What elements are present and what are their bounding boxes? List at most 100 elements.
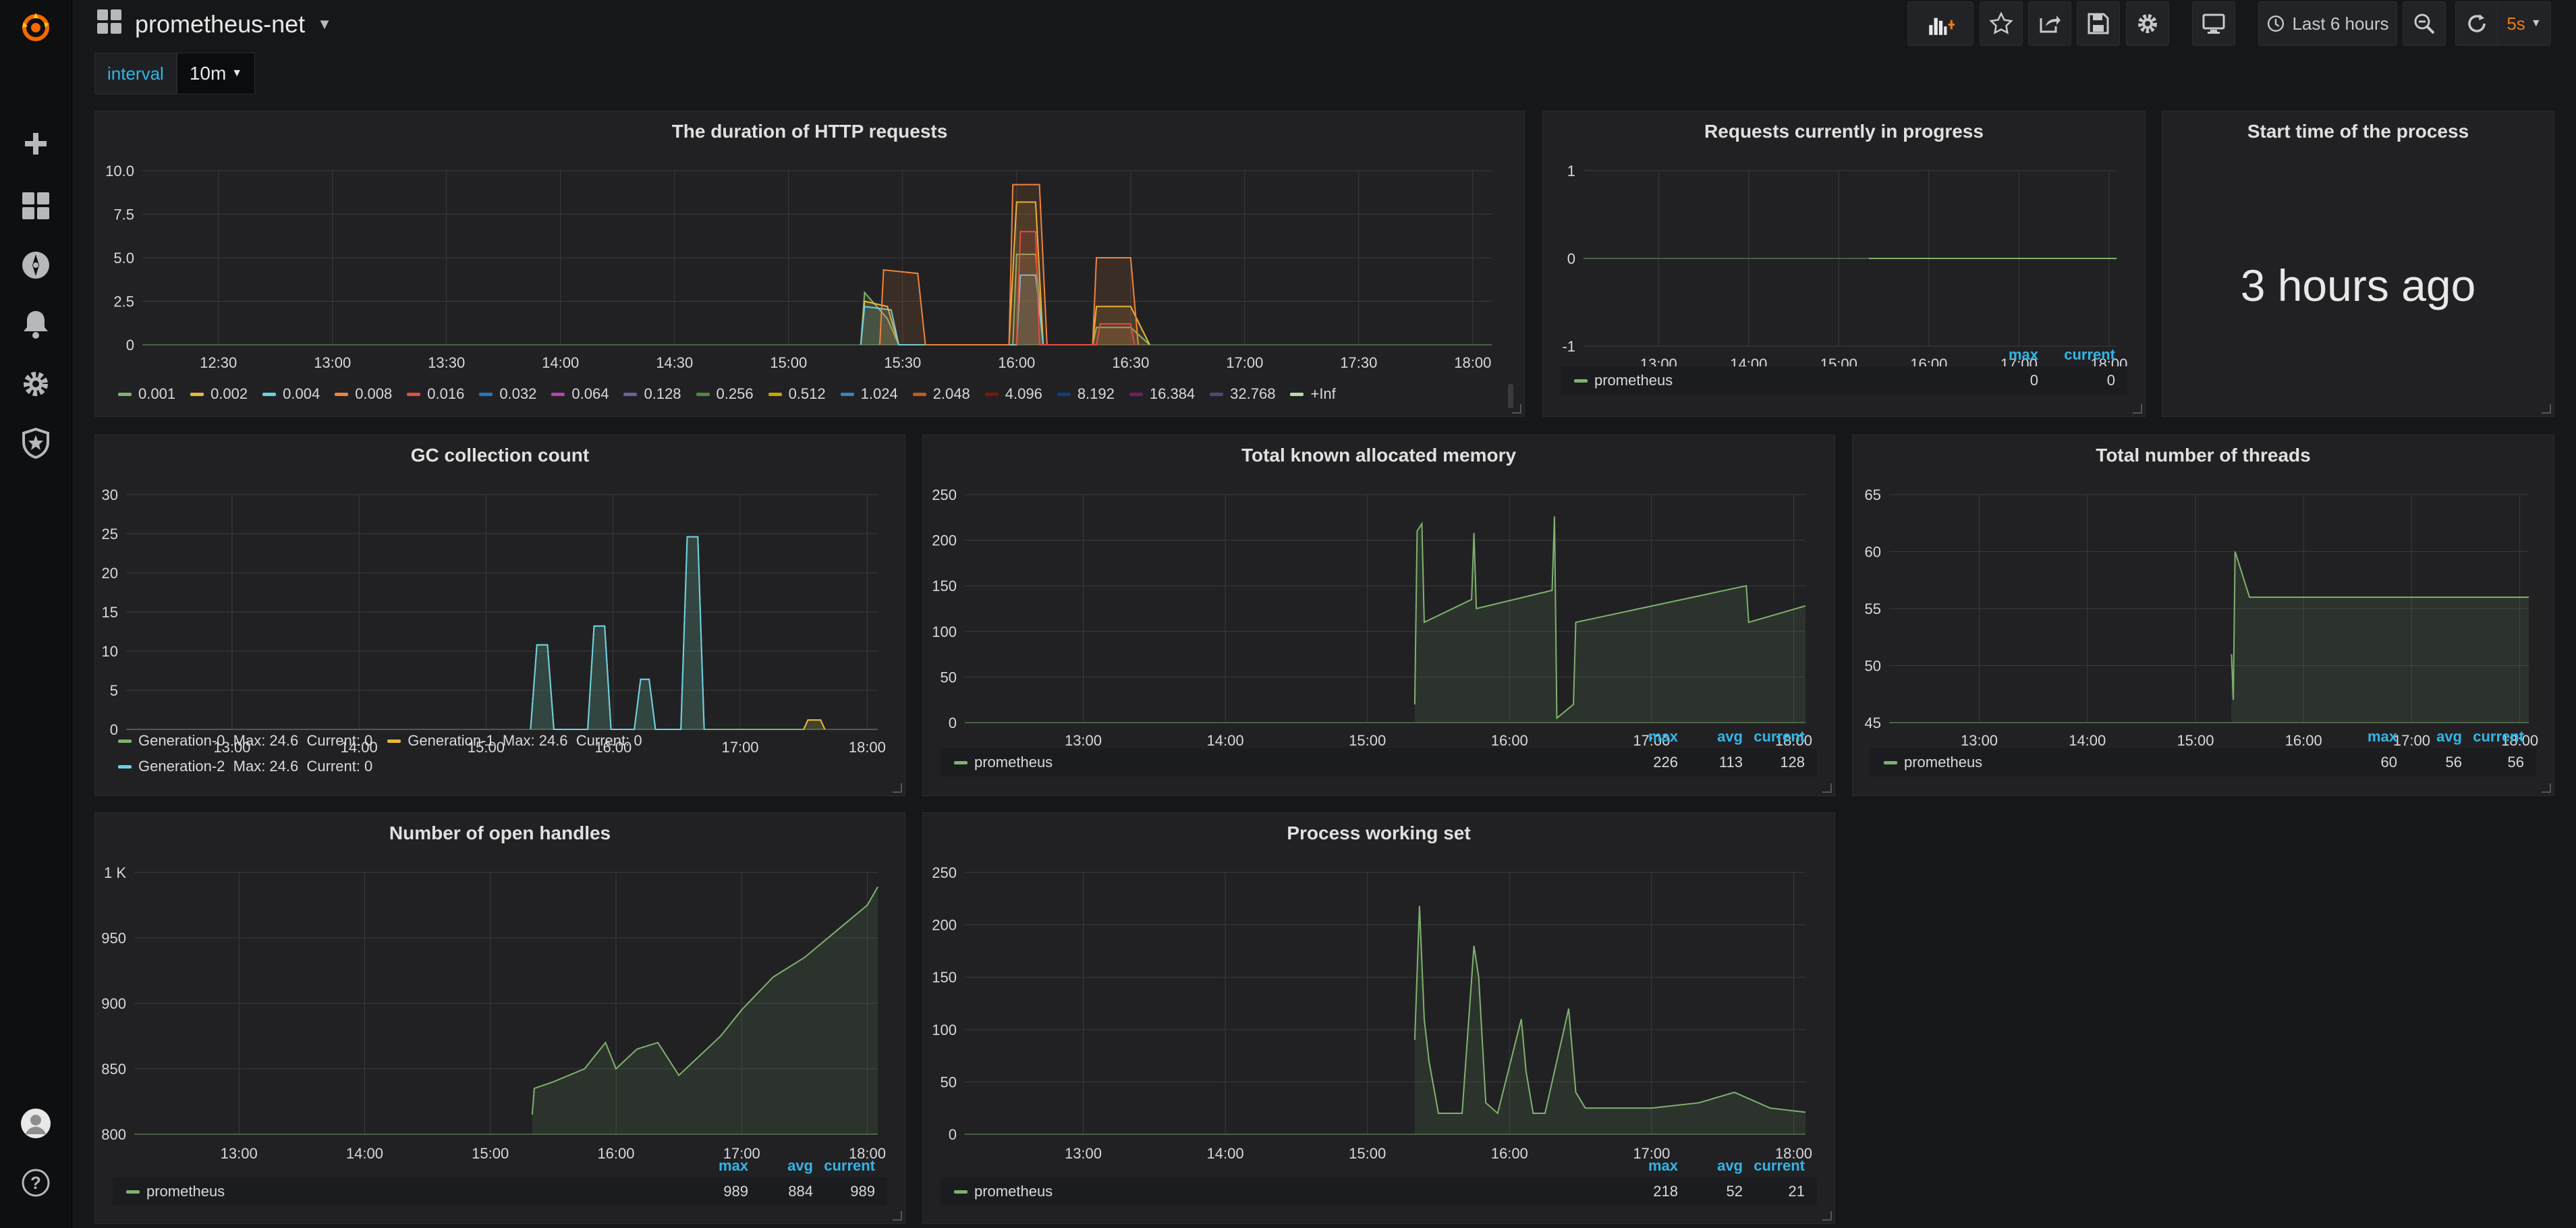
- configuration-gear-icon[interactable]: [15, 363, 57, 405]
- series-color-swatch[interactable]: [1574, 379, 1588, 383]
- cycle-view-mode-button[interactable]: [2192, 1, 2235, 46]
- panel-resize-handle[interactable]: [1822, 783, 1832, 793]
- legend-series-row[interactable]: prometheus 989 884 989: [113, 1177, 887, 1206]
- series-color-swatch[interactable]: [551, 392, 565, 396]
- panel-resize-handle[interactable]: [1512, 404, 1521, 414]
- series-color-swatch[interactable]: [954, 1190, 968, 1194]
- series-line-prometheus[interactable]: [1413, 516, 1806, 720]
- save-dashboard-button[interactable]: [2077, 1, 2120, 46]
- series-line-Generation-1[interactable]: [803, 719, 826, 730]
- series-line-prometheus[interactable]: [2231, 551, 2529, 700]
- series-line-prometheus[interactable]: [1413, 905, 1806, 1115]
- series-color-swatch[interactable]: [1290, 392, 1304, 396]
- series-color-swatch[interactable]: [1210, 392, 1224, 396]
- legend-item[interactable]: 1.024: [840, 385, 898, 403]
- legend-header-avg[interactable]: avg: [1717, 728, 1743, 745]
- legend-header-avg[interactable]: avg: [787, 1157, 813, 1174]
- series-color-swatch[interactable]: [118, 739, 132, 743]
- server-admin-shield-icon[interactable]: [15, 422, 57, 464]
- panel-gc-count[interactable]: GC collection count 0 5 10 15 20 25 30 13:00 14:…: [94, 435, 905, 796]
- panel-title[interactable]: Requests currently in progress: [1704, 121, 1984, 142]
- panel-resize-handle[interactable]: [2542, 783, 2551, 793]
- add-panel-button[interactable]: [1907, 1, 1973, 46]
- series-color-swatch[interactable]: [1129, 392, 1143, 396]
- series-color-swatch[interactable]: [387, 739, 401, 743]
- user-avatar-icon[interactable]: [15, 1103, 57, 1144]
- legend-item[interactable]: 0.128: [623, 385, 681, 403]
- panel-http-duration[interactable]: The duration of HTTP requests 0 2.5 5.0 7.5…: [94, 111, 1525, 417]
- series-line-0.001[interactable]: [860, 253, 1150, 345]
- series-line-Generation-2[interactable]: [530, 536, 705, 730]
- legend-header-max[interactable]: max: [718, 1157, 748, 1174]
- legend-item[interactable]: 0.008: [335, 385, 392, 403]
- series-color-swatch[interactable]: [1057, 392, 1071, 396]
- legend-item[interactable]: 8.192: [1057, 385, 1115, 403]
- share-dashboard-button[interactable]: [2028, 1, 2071, 46]
- legend-scrollbar[interactable]: [1508, 384, 1513, 408]
- legend-header-current[interactable]: current: [2473, 728, 2524, 745]
- series-color-swatch[interactable]: [912, 392, 926, 396]
- series-color-swatch[interactable]: [118, 392, 132, 396]
- dashboards-icon[interactable]: [15, 185, 57, 227]
- panel-threads[interactable]: Total number of threads 45 50 55 60 65 13:00 1…: [1852, 435, 2554, 796]
- panel-resize-handle[interactable]: [1822, 1211, 1832, 1221]
- legend-item[interactable]: +Inf: [1290, 385, 1336, 403]
- series-line-0.016[interactable]: [1015, 231, 1136, 345]
- alloc-memory-chart[interactable]: 0 50 100 150 200 250 13:00 14:00 15:00 16:00 17:00…: [923, 469, 1836, 759]
- series-color-swatch[interactable]: [696, 392, 710, 396]
- series-color-swatch[interactable]: [407, 392, 421, 396]
- legend-header-max[interactable]: max: [1648, 728, 1678, 745]
- panel-resize-handle[interactable]: [893, 783, 902, 793]
- panel-resize-handle[interactable]: [2542, 404, 2551, 414]
- legend-item-generation-1[interactable]: Generation-1 Max: 24.6 Current: 0: [387, 732, 642, 750]
- create-plus-icon[interactable]: [15, 123, 57, 165]
- panel-title[interactable]: Total number of threads: [2096, 445, 2311, 466]
- series-color-swatch[interactable]: [335, 392, 349, 396]
- legend-item-generation-0[interactable]: Generation-0 Max: 24.6 Current: 0: [118, 732, 372, 750]
- series-line-0.002[interactable]: [860, 201, 1150, 345]
- series-color-swatch[interactable]: [768, 392, 782, 396]
- legend-header-max[interactable]: max: [2367, 728, 2397, 745]
- legend-header-avg[interactable]: avg: [2436, 728, 2462, 745]
- legend-series-row[interactable]: prometheus 226 113 128: [941, 748, 1817, 777]
- grafana-logo-icon[interactable]: [15, 7, 57, 49]
- legend-header-max[interactable]: max: [1648, 1157, 1678, 1174]
- panel-title[interactable]: Number of open handles: [389, 822, 611, 843]
- open-handles-chart[interactable]: 800 850 900 950 1 K 13:00 14:00 15:00 16:00 17:00…: [95, 847, 906, 1184]
- explore-compass-icon[interactable]: [15, 244, 57, 286]
- refresh-interval-picker[interactable]: 5s ▼: [2497, 1, 2551, 46]
- series-color-swatch[interactable]: [1884, 760, 1897, 764]
- threads-chart[interactable]: 45 50 55 60 65 13:00 14:00 15:00 16:00 17:00 18:00: [1853, 469, 2555, 759]
- panel-start-time[interactable]: Start time of the process 3 hours ago: [2162, 111, 2554, 417]
- series-color-swatch[interactable]: [840, 392, 854, 396]
- series-color-swatch[interactable]: [118, 764, 132, 769]
- series-line-0.008[interactable]: [878, 184, 1140, 345]
- legend-item[interactable]: 16.384: [1129, 385, 1195, 403]
- zoom-out-button[interactable]: [2403, 1, 2446, 46]
- legend-item[interactable]: 0.002: [190, 385, 248, 403]
- legend-item[interactable]: 2.048: [912, 385, 970, 403]
- dashboard-settings-button[interactable]: [2126, 1, 2169, 46]
- panel-title[interactable]: The duration of HTTP requests: [671, 121, 948, 142]
- time-picker-button[interactable]: Last 6 hours: [2258, 1, 2397, 46]
- panel-title[interactable]: GC collection count: [410, 445, 590, 466]
- legend-item[interactable]: 0.016: [407, 385, 464, 403]
- star-dashboard-button[interactable]: [1980, 1, 2023, 46]
- legend-item[interactable]: 0.001: [118, 385, 175, 403]
- series-color-swatch[interactable]: [984, 392, 999, 396]
- legend-item[interactable]: 0.064: [551, 385, 609, 403]
- panel-title[interactable]: Process working set: [1287, 822, 1471, 843]
- legend-item[interactable]: 4.096: [984, 385, 1042, 403]
- legend-series-row[interactable]: prometheus 218 52 21: [941, 1177, 1817, 1206]
- legend-header-current[interactable]: current: [2064, 346, 2115, 363]
- dashboard-picker[interactable]: prometheus-net ▼: [96, 0, 332, 49]
- series-line-Generation-0[interactable]: [530, 536, 826, 730]
- legend-item[interactable]: 0.032: [479, 385, 536, 403]
- panel-working-set[interactable]: Process working set 0 50 100 150 200 250 13:00…: [922, 812, 1835, 1224]
- legend-item[interactable]: 32.768: [1210, 385, 1275, 403]
- panel-title[interactable]: Start time of the process: [2247, 121, 2469, 142]
- series-color-swatch[interactable]: [479, 392, 493, 396]
- gc-count-chart[interactable]: 0 5 10 15 20 25 30 13:00 14:00 15:00 16:00 17:00 18:…: [95, 469, 906, 766]
- legend-item[interactable]: 0.004: [262, 385, 320, 403]
- legend-series-row[interactable]: prometheus 60 56 56: [1870, 748, 2536, 777]
